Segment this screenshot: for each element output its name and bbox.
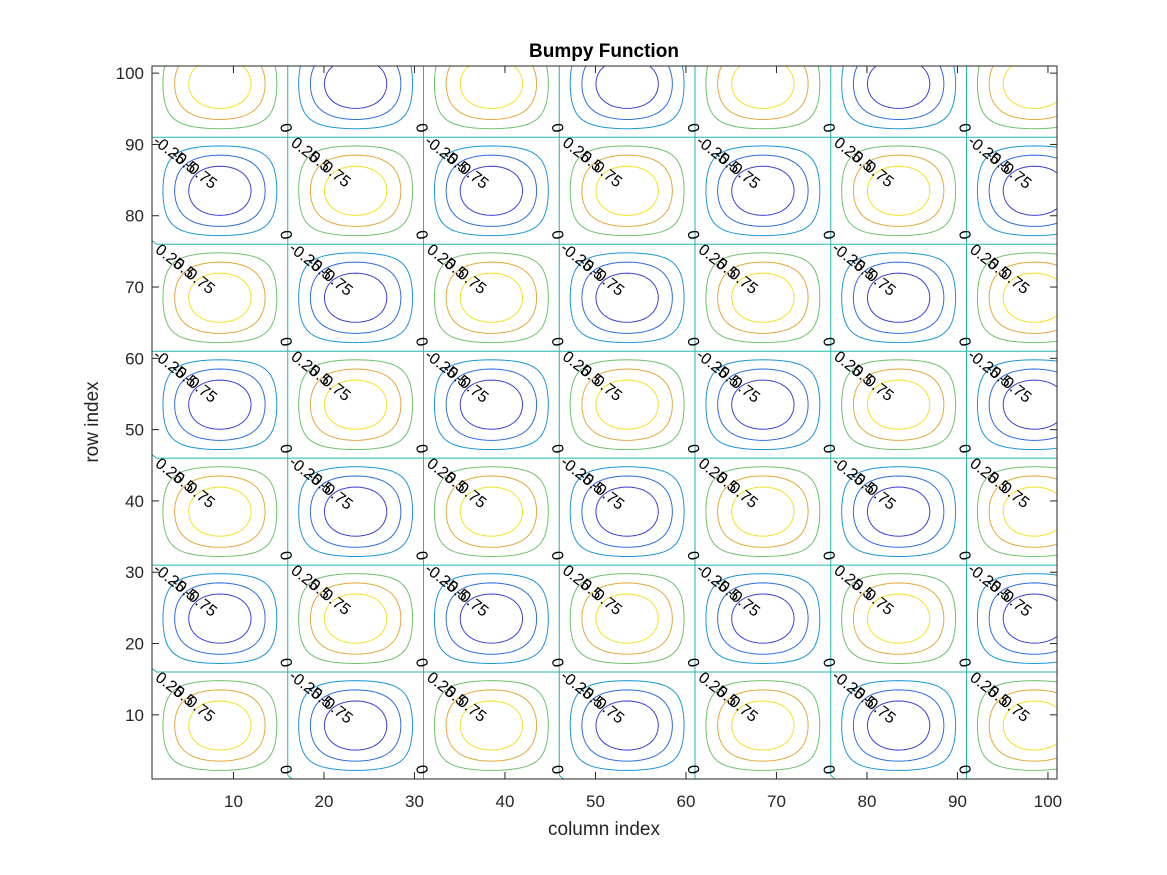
contour-level-minus0p25 <box>162 66 1057 771</box>
contour-label: 0 <box>412 657 430 669</box>
y-tick-label: 100 <box>116 64 144 83</box>
contour-label: 0 <box>955 229 973 241</box>
contour-label: 0 <box>819 550 837 562</box>
contour-label: 0 <box>683 443 701 455</box>
contour-label: 0 <box>548 336 566 348</box>
contour-label: 0 <box>276 336 294 348</box>
chart-title: Bumpy Function <box>529 41 679 62</box>
x-tick-label: 60 <box>676 792 695 811</box>
y-axis-label: row index <box>82 381 103 463</box>
contour-level-0p75 <box>188 66 1057 751</box>
contour-label: 0 <box>276 443 294 455</box>
contour-label: 0 <box>548 550 566 562</box>
y-tick-label: 80 <box>125 207 144 226</box>
contour-label: 0 <box>955 336 973 348</box>
contour-label: 0 <box>955 443 973 455</box>
x-tick-label: 20 <box>314 792 333 811</box>
contour-label: 0 <box>819 764 837 776</box>
contour-label: 0 <box>276 764 294 776</box>
contour-label: 0 <box>412 229 430 241</box>
y-tick-label: 20 <box>125 635 144 654</box>
contour-label: 0 <box>548 764 566 776</box>
contour-label: 0 <box>276 122 294 134</box>
x-axis-label: column index <box>548 819 660 840</box>
contour-label: 0 <box>819 657 837 669</box>
y-tick-label: 70 <box>125 278 144 297</box>
contour-label: 0 <box>548 229 566 241</box>
contour-label: 0 <box>548 657 566 669</box>
contour-label: 0 <box>683 764 701 776</box>
x-tick-label: 80 <box>857 792 876 811</box>
contour-label: 0 <box>955 764 973 776</box>
contour-level-minus0p5 <box>174 66 1057 762</box>
contour-label: 0 <box>683 122 701 134</box>
x-tick-label: 10 <box>224 792 243 811</box>
contour-level-0 <box>152 66 1057 779</box>
x-tick-label: 40 <box>495 792 514 811</box>
contour-label: 0 <box>548 122 566 134</box>
contour-label: 0 <box>819 443 837 455</box>
contour-level-0p5 <box>174 66 1057 762</box>
y-tick-label: 30 <box>125 563 144 582</box>
contour-level-minus0p75 <box>188 66 1057 751</box>
y-tick-label: 40 <box>125 492 144 511</box>
contour-label: 0 <box>276 229 294 241</box>
x-tick-label: 90 <box>948 792 967 811</box>
contour-label: 0 <box>819 229 837 241</box>
contour-label: 0 <box>955 657 973 669</box>
contour-label: 0 <box>412 764 430 776</box>
contour-label: 0 <box>276 550 294 562</box>
contour-label: 0 <box>412 443 430 455</box>
y-tick-label: 60 <box>125 349 144 368</box>
contour-label: 0 <box>683 550 701 562</box>
contour-level-0p25 <box>162 66 1057 771</box>
plot-frame <box>151 65 1058 780</box>
axis-ticks: 10 20 30 40 50 60 70 80 90 100 10 20 30 40 50 60 70 80 90 1… <box>116 64 1063 811</box>
contour-lines <box>152 66 1057 779</box>
contour-label: 0 <box>412 336 430 348</box>
contour-label: 0 <box>819 122 837 134</box>
contour-label: 0 <box>955 122 973 134</box>
contour-label: 0 <box>683 336 701 348</box>
contour-label: 0 <box>819 336 837 348</box>
y-tick-label: 10 <box>125 706 144 725</box>
y-tick-label: 50 <box>125 421 144 440</box>
contour-label: 0 <box>955 550 973 562</box>
contour-label: 0 <box>683 657 701 669</box>
contour-label: 0 <box>548 443 566 455</box>
x-tick-label: 30 <box>405 792 424 811</box>
x-tick-label: 100 <box>1034 792 1062 811</box>
contour-label: 0 <box>412 122 430 134</box>
contour-label: 0 <box>683 229 701 241</box>
x-tick-label: 70 <box>767 792 786 811</box>
contour-label: 0 <box>412 550 430 562</box>
x-tick-label: 50 <box>586 792 605 811</box>
y-tick-label: 90 <box>125 135 144 154</box>
contour-label: 0 <box>276 657 294 669</box>
